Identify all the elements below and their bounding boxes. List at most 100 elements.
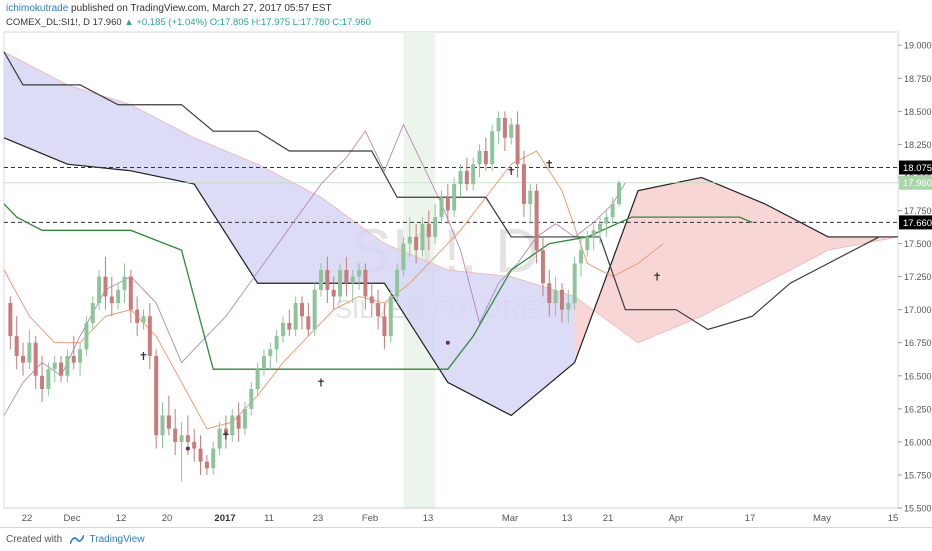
candle: [426, 210, 431, 251]
candle: [255, 362, 260, 396]
candle: [458, 164, 463, 198]
y-tick-label: 17.500: [904, 239, 932, 249]
candle: [154, 349, 159, 449]
candle: [97, 270, 102, 310]
candle: [610, 197, 615, 224]
candle: [173, 408, 178, 456]
candle: [160, 402, 165, 449]
candle: [21, 342, 26, 376]
candle: [166, 395, 171, 436]
candle: [388, 289, 393, 343]
candle-body: [452, 184, 457, 211]
cloud-segment: [447, 270, 512, 416]
candle-body: [141, 316, 146, 323]
candle-body: [502, 117, 507, 138]
candle: [490, 124, 495, 171]
candle-body: [78, 349, 83, 363]
candle-body: [534, 190, 539, 251]
symbol-text[interactable]: COMEX_DL:SI1!, D: [6, 17, 90, 28]
candle-body: [14, 336, 19, 356]
candle: [604, 210, 609, 237]
publisher-username[interactable]: ichimokutrade: [6, 3, 69, 14]
candle: [559, 283, 564, 323]
chart-header: ichimokutrade published on TradingView.c…: [0, 0, 932, 32]
candle-body: [166, 415, 171, 429]
candle: [306, 303, 311, 337]
candle-body: [27, 342, 32, 363]
x-tick-label: 13: [423, 513, 434, 524]
candle: [369, 283, 374, 317]
tradingview-brand[interactable]: TradingView: [89, 534, 145, 545]
price-label-bg-resistance: [899, 160, 932, 175]
candle: [376, 289, 381, 330]
candle-body: [306, 316, 311, 330]
candle-body: [344, 270, 349, 284]
y-tick-label: 16.500: [904, 371, 932, 381]
candle: [325, 256, 330, 304]
price-label-support: 17.660: [903, 218, 932, 229]
candle: [521, 151, 526, 218]
candle: [71, 336, 76, 370]
candle-body: [528, 190, 533, 204]
candle: [198, 435, 203, 475]
tenkan-line: [3, 203, 753, 370]
candle-body: [173, 428, 178, 442]
candle-body: [477, 151, 482, 165]
candle: [528, 184, 533, 224]
candle: [8, 296, 13, 350]
candle: [509, 117, 514, 145]
candle-body: [439, 197, 444, 218]
candle-body: [426, 223, 431, 237]
footer-text: Created with TradingView: [6, 534, 145, 545]
candle: [135, 296, 140, 337]
tradingview-logo-icon: [69, 534, 84, 544]
x-tick-label: 12: [116, 513, 127, 524]
candle: [242, 402, 247, 436]
published-text: published on TradingView.com, March 27, …: [71, 3, 332, 14]
candle-body: [65, 355, 70, 376]
candle-body: [566, 303, 571, 310]
candle: [401, 236, 406, 277]
candle: [59, 355, 64, 383]
chikou-line: [3, 123, 626, 416]
candle-body: [540, 250, 545, 284]
candle-body: [585, 236, 590, 251]
candle-body: [547, 283, 552, 304]
candle-body: [287, 322, 292, 330]
candle-body: [217, 428, 222, 449]
candle-body: [325, 270, 330, 290]
y-tick-label: 16.250: [904, 404, 932, 414]
candle-body: [509, 124, 514, 138]
candle: [331, 276, 336, 310]
candle-body: [445, 197, 450, 211]
candle-body: [211, 448, 216, 469]
candle: [192, 428, 197, 462]
candle-body: [363, 270, 368, 297]
signal-cross: ✝: [545, 159, 554, 171]
signal-cross: ✝: [652, 272, 661, 284]
candle: [566, 289, 571, 323]
price-chart[interactable]: SI1!, D SILVER FUTURES ✝✝✝✝✝✝ 19.00018.7…: [0, 0, 932, 528]
candle: [103, 256, 108, 310]
candle: [300, 296, 304, 330]
candle-body: [274, 336, 279, 350]
candle-body: [160, 415, 165, 436]
y-tick-label: 16.000: [904, 437, 932, 447]
candle-body: [8, 303, 13, 337]
cloud-segment: [638, 177, 702, 343]
candle: [14, 316, 19, 370]
candle-body: [464, 170, 469, 185]
candle-body: [204, 461, 209, 469]
last-price-text: 17.960: [92, 17, 122, 28]
senkou-span-b: [3, 137, 898, 417]
candle: [319, 263, 324, 297]
candle: [46, 362, 51, 396]
price-label-bg-last: [899, 175, 932, 190]
candle: [572, 256, 577, 310]
cloud-segment: [511, 276, 575, 416]
candle-body: [598, 223, 602, 231]
candle: [122, 263, 127, 304]
kijun-line: [3, 51, 898, 331]
candle-body: [382, 316, 387, 337]
x-tick-label: Feb: [362, 513, 378, 524]
